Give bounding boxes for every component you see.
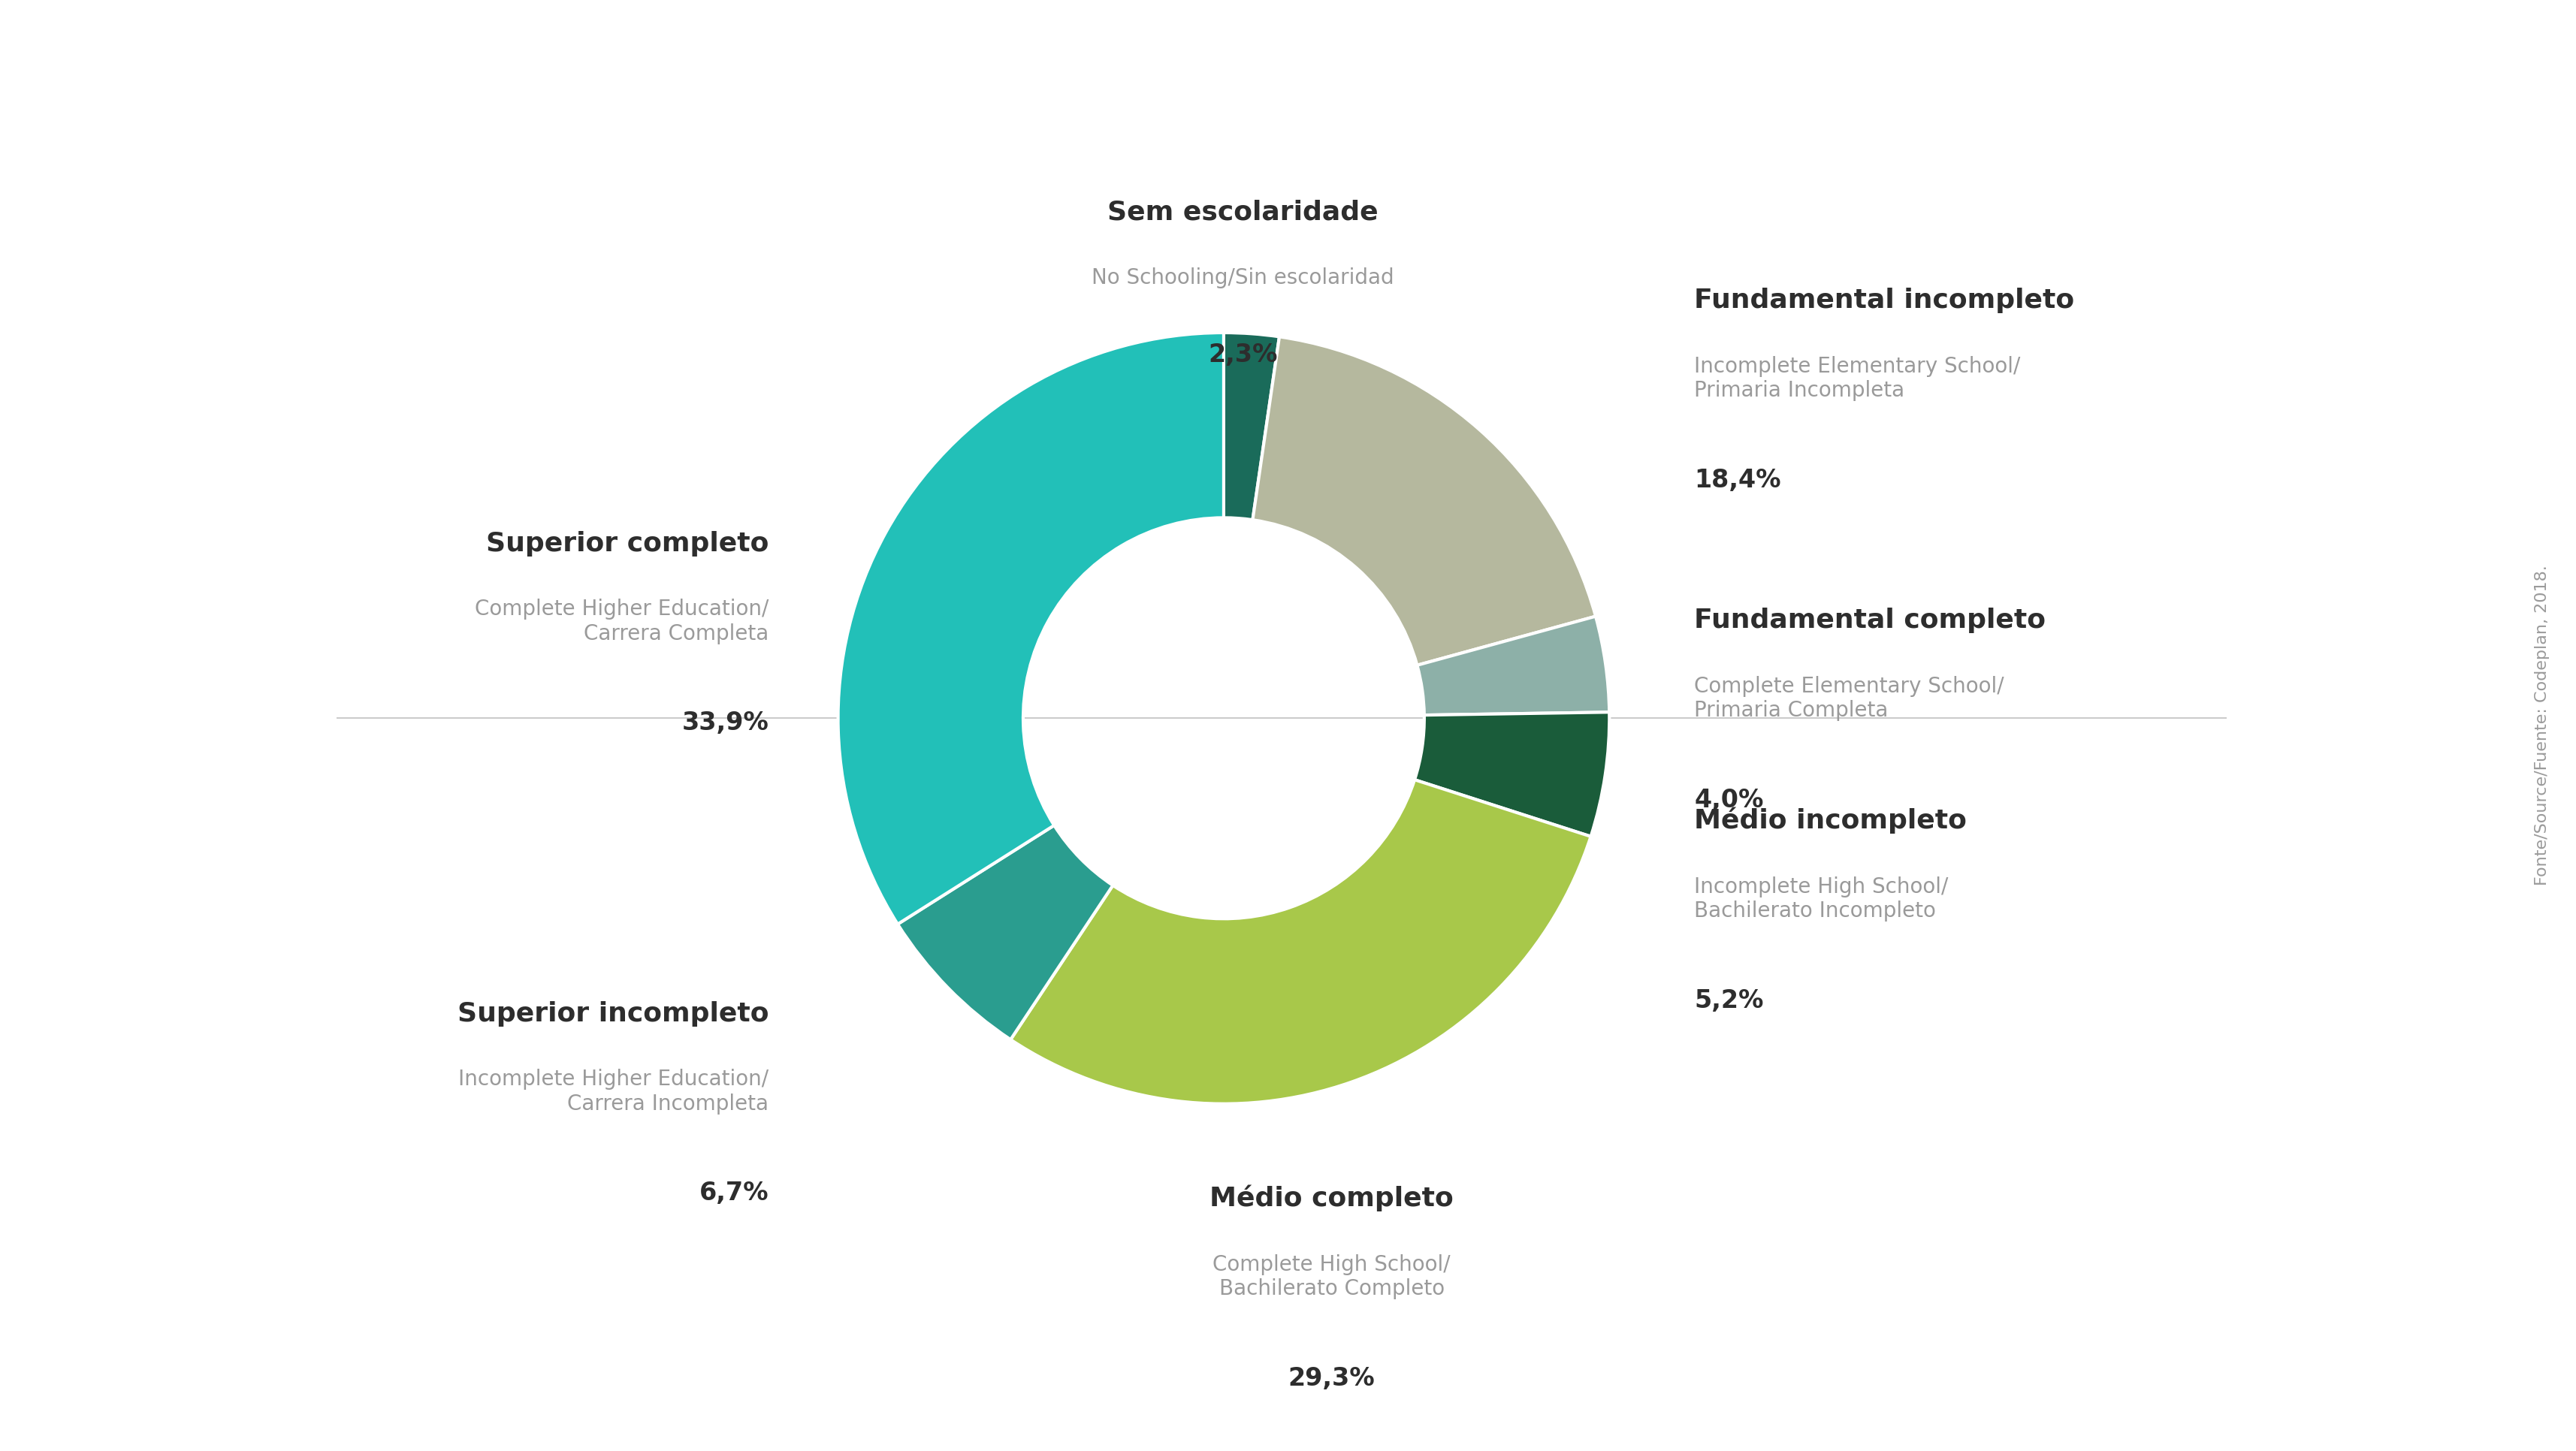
Text: 4,0%: 4,0% xyxy=(1695,788,1765,813)
Text: Médio incompleto: Médio incompleto xyxy=(1695,807,1968,834)
Text: 29,3%: 29,3% xyxy=(1288,1365,1376,1390)
Text: 2,3%: 2,3% xyxy=(1208,342,1278,367)
Text: 33,9%: 33,9% xyxy=(683,711,768,736)
Text: 5,2%: 5,2% xyxy=(1695,988,1765,1013)
Text: Sem escolaridade: Sem escolaridade xyxy=(1108,199,1378,225)
Text: Complete Higher Education/
Carrera Completa: Complete Higher Education/ Carrera Compl… xyxy=(474,599,768,644)
Text: Médio completo: Médio completo xyxy=(1211,1185,1453,1212)
Wedge shape xyxy=(1417,617,1610,715)
Text: Incomplete Elementary School/
Primaria Incompleta: Incomplete Elementary School/ Primaria I… xyxy=(1695,355,2020,400)
Wedge shape xyxy=(1010,779,1592,1104)
Text: No Schooling/Sin escolaridad: No Schooling/Sin escolaridad xyxy=(1092,267,1394,289)
Text: Incomplete High School/
Bachilerato Incompleto: Incomplete High School/ Bachilerato Inco… xyxy=(1695,876,1947,921)
Text: Complete Elementary School/
Primaria Completa: Complete Elementary School/ Primaria Com… xyxy=(1695,676,2004,721)
Text: 18,4%: 18,4% xyxy=(1695,467,1780,492)
Wedge shape xyxy=(837,332,1224,924)
Text: Incomplete Higher Education/
Carrera Incompleta: Incomplete Higher Education/ Carrera Inc… xyxy=(459,1069,768,1114)
Wedge shape xyxy=(1252,337,1595,665)
Wedge shape xyxy=(896,826,1113,1039)
Text: Superior incompleto: Superior incompleto xyxy=(459,1001,768,1027)
Wedge shape xyxy=(1414,712,1610,836)
Text: 6,7%: 6,7% xyxy=(698,1181,768,1206)
Text: Fundamental incompleto: Fundamental incompleto xyxy=(1695,287,2074,313)
Text: Fonte/Source/Fuente: Codeplan, 2018.: Fonte/Source/Fuente: Codeplan, 2018. xyxy=(2535,566,2550,885)
Wedge shape xyxy=(1224,332,1280,519)
Text: Complete High School/
Bachilerato Completo: Complete High School/ Bachilerato Comple… xyxy=(1213,1254,1450,1300)
Text: Superior completo: Superior completo xyxy=(487,531,768,556)
Text: Fundamental completo: Fundamental completo xyxy=(1695,608,2045,634)
